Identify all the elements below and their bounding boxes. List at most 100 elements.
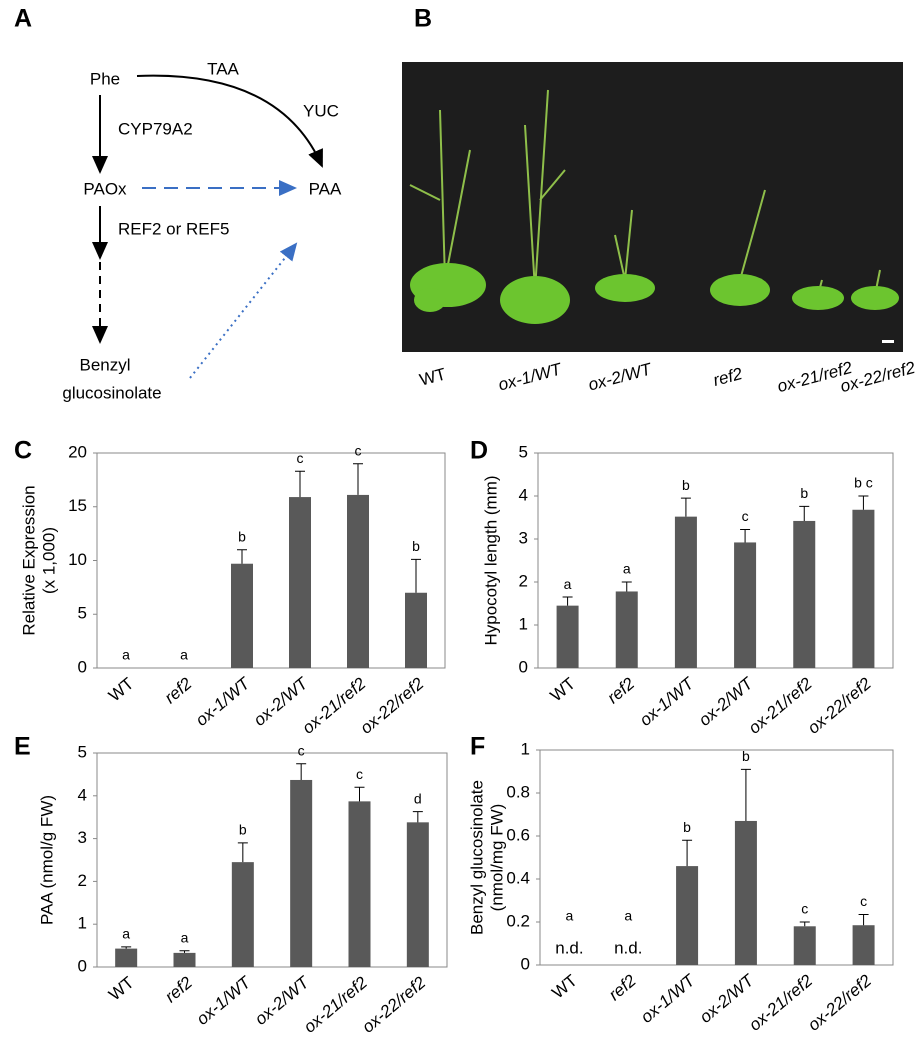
error-bar: [412, 811, 423, 823]
significance-letter: b: [683, 819, 691, 835]
bar: [289, 497, 311, 668]
arrow: [189, 242, 298, 379]
significance-letter: a: [122, 647, 130, 663]
node: PAOx: [83, 179, 127, 198]
bar: [793, 520, 816, 668]
bar: [676, 866, 699, 965]
y-axis-label: Relative Expression: [19, 485, 38, 635]
plot-frame: [537, 452, 894, 669]
photo-label: ox-2/WT: [586, 359, 655, 394]
photo-label: WT: [418, 364, 448, 389]
x-tick-label: ref2: [161, 973, 196, 1007]
x-tick-label: ox-21/ref2: [745, 971, 816, 1035]
significance-letter: a: [566, 908, 574, 924]
y-tick-label: 0.8: [506, 782, 530, 801]
significance-letter: b: [238, 528, 246, 544]
y-axis-label: (x 1,000): [39, 527, 58, 594]
x-tick-label: ox-22/ref2: [804, 674, 875, 738]
bar: [348, 801, 371, 967]
y-tick-label: 3: [78, 828, 87, 847]
bar: [852, 509, 875, 668]
error-bar: [295, 470, 305, 498]
y-tick-label: 1: [521, 739, 530, 758]
bar: [793, 926, 816, 965]
significance-letter: c: [355, 442, 362, 458]
error-bar: [354, 786, 365, 802]
significance-letter: c: [298, 742, 305, 758]
error-bar: [562, 596, 573, 606]
panel-label: D: [470, 437, 488, 465]
error-bar: [858, 913, 869, 926]
value-label: n.d.: [555, 938, 583, 957]
significance-letter: a: [624, 908, 632, 924]
bar: [231, 563, 253, 668]
plot-frame: [96, 752, 448, 968]
bar: [556, 605, 579, 668]
x-tick-label: ox-1/WT: [637, 970, 700, 1027]
significance-letter: a: [564, 576, 572, 592]
photo-label: ox-1/WT: [496, 359, 565, 394]
bar: [734, 542, 757, 668]
error-bar: [682, 839, 693, 867]
y-tick-label: 15: [68, 496, 87, 515]
significance-letter: d: [414, 790, 422, 806]
significance-letter: c: [356, 766, 363, 782]
edge-label: REF2 or REF5: [118, 219, 229, 238]
bar: [852, 925, 875, 965]
panel-label: A: [14, 5, 32, 33]
panel-label: F: [470, 733, 485, 761]
error-bar: [621, 581, 632, 592]
error-bar: [121, 946, 132, 949]
significance-letter: a: [122, 926, 130, 942]
significance-letter: c: [297, 450, 304, 466]
significance-letter: a: [181, 929, 189, 945]
y-tick-label: 5: [78, 604, 87, 623]
edge-label: CYP79A2: [118, 119, 193, 138]
y-tick-label: 2: [519, 571, 528, 590]
node: glucosinolate: [62, 383, 161, 402]
x-tick-label: ref2: [604, 674, 639, 708]
y-tick-label: 1: [78, 914, 87, 933]
error-bar: [740, 529, 751, 543]
x-tick-label: WT: [548, 971, 580, 1003]
x-tick-label: ox-21/ref2: [745, 674, 816, 738]
error-bar: [411, 558, 421, 593]
edge-label: YUC: [303, 101, 339, 120]
x-tick-label: ox-22/ref2: [804, 971, 875, 1035]
bar: [734, 820, 757, 965]
y-tick-label: 20: [68, 442, 87, 461]
error-bar: [740, 768, 751, 821]
significance-letter: b: [742, 748, 750, 764]
value-label: n.d.: [614, 938, 642, 957]
error-bar: [799, 505, 810, 521]
x-tick-label: WT: [105, 973, 137, 1005]
y-tick-label: 0: [78, 657, 87, 676]
error-bar: [237, 549, 247, 564]
error-bar: [353, 463, 363, 495]
y-tick-label: 4: [519, 485, 528, 504]
bar: [173, 952, 196, 967]
significance-letter: c: [742, 508, 749, 524]
bar: [290, 779, 313, 967]
significance-letter: c: [860, 893, 867, 909]
error-bar: [799, 921, 810, 927]
significance-letter: c: [801, 901, 808, 917]
error-bar: [296, 763, 307, 780]
y-tick-label: 2: [78, 871, 87, 890]
node: Phe: [90, 69, 120, 88]
y-tick-label: 0: [519, 657, 528, 676]
y-axis-label: (nmol/mg FW): [487, 804, 506, 912]
y-tick-label: 1: [519, 614, 528, 633]
panel-label: B: [414, 5, 432, 33]
arrow: [136, 74, 323, 168]
bar: [674, 516, 697, 668]
bar: [347, 494, 369, 668]
significance-letter: b: [800, 485, 808, 501]
node: PAA: [309, 179, 342, 198]
x-tick-label: WT: [105, 674, 137, 706]
bar: [115, 948, 138, 967]
y-axis-label: Benzyl glucosinolate: [467, 780, 486, 935]
y-tick-label: 0.4: [506, 868, 530, 887]
y-tick-label: 10: [68, 550, 87, 569]
significance-letter: a: [180, 647, 188, 663]
